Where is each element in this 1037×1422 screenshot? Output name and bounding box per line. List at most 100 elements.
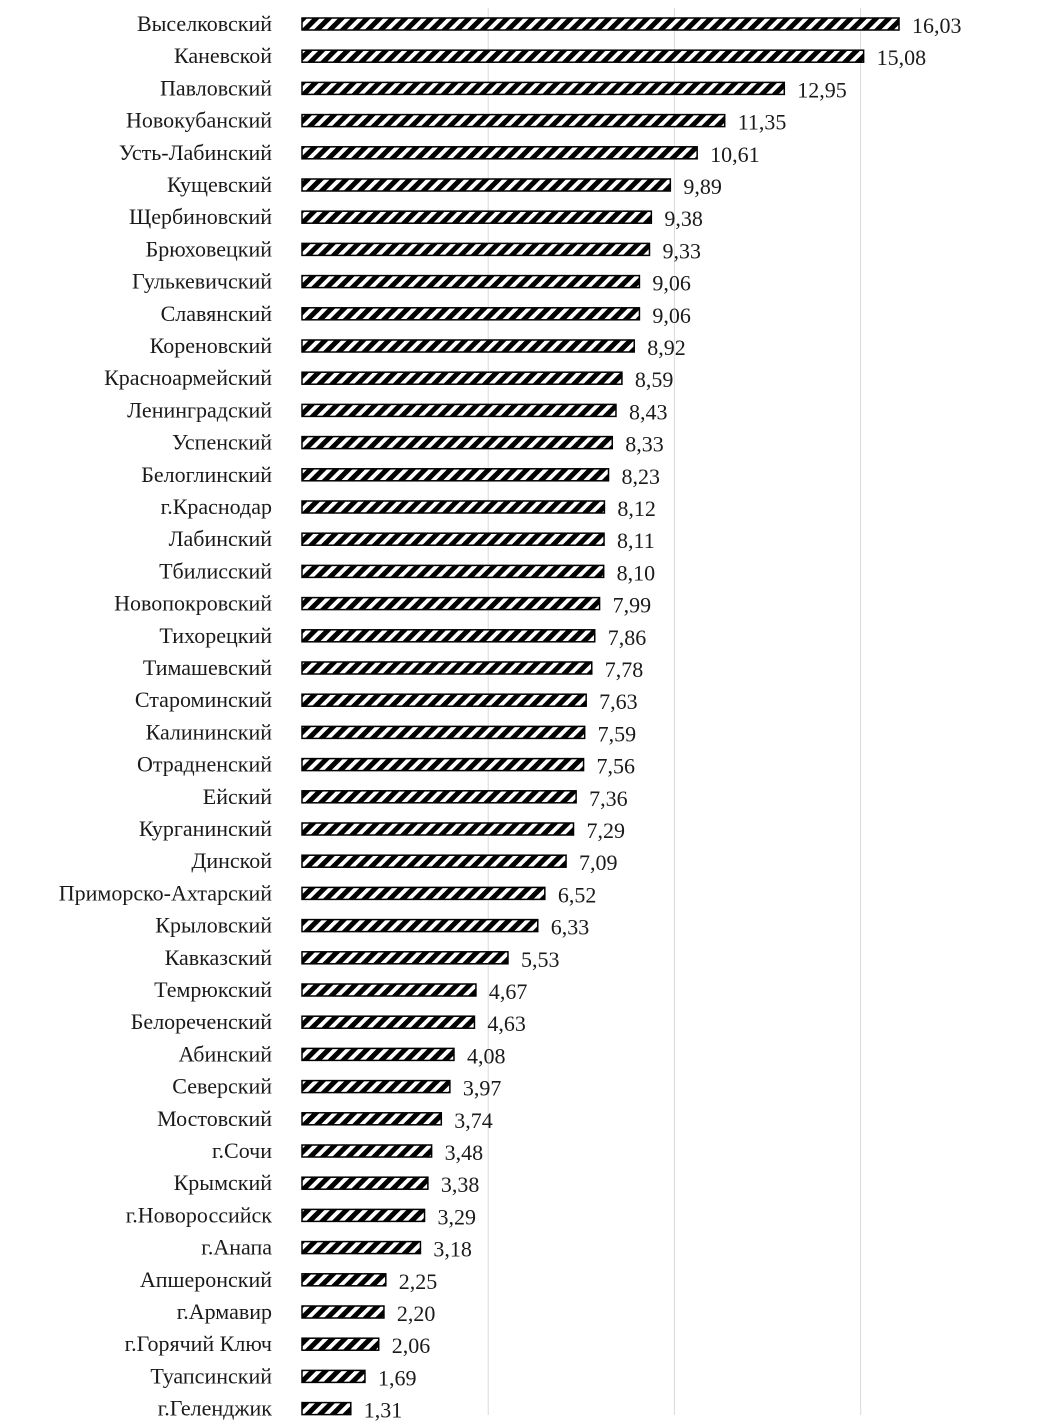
value-label: 3,38 (441, 1172, 480, 1197)
value-label: 8,59 (635, 367, 674, 392)
category-label: Лабинский (169, 526, 273, 551)
value-label: 7,56 (597, 754, 636, 779)
bar (302, 404, 616, 416)
bar (302, 1209, 425, 1221)
value-label: 7,29 (586, 818, 625, 843)
category-label: Темрюкский (154, 977, 272, 1002)
category-label: Кавказский (165, 945, 273, 970)
bar (302, 598, 600, 610)
bars (302, 18, 899, 1415)
bar (302, 340, 634, 352)
bar (302, 1306, 384, 1318)
bar (302, 372, 622, 384)
category-label: Кореновский (150, 333, 273, 358)
bar (302, 82, 784, 94)
category-label: г.Горячий Ключ (125, 1331, 272, 1356)
value-label: 8,23 (622, 464, 661, 489)
value-label: 3,48 (445, 1140, 484, 1165)
value-label: 4,08 (467, 1043, 506, 1068)
category-label: Приморско-Ахтарский (59, 880, 272, 905)
category-label: Калининский (146, 719, 273, 744)
bar (302, 1016, 474, 1028)
category-label: г.Новороссийск (126, 1202, 273, 1227)
category-label: Успенский (172, 430, 272, 455)
bar (302, 308, 639, 320)
category-label: Выселковский (137, 11, 272, 36)
category-labels: Выселковский Каневской Павловский Новокубан… (59, 11, 273, 1421)
value-label: 7,78 (605, 657, 644, 682)
category-label: г.Армавир (177, 1299, 272, 1324)
category-label: Павловский (160, 75, 272, 100)
value-label: 5,53 (521, 947, 560, 972)
bar (302, 1113, 441, 1125)
value-label: 3,97 (463, 1076, 502, 1101)
category-label: г.Сочи (212, 1138, 272, 1163)
value-label: 3,74 (454, 1108, 493, 1133)
bar (302, 630, 595, 642)
bar (302, 469, 609, 481)
bar (302, 243, 649, 255)
category-label: Динской (191, 848, 272, 873)
value-label: 4,63 (487, 1011, 526, 1036)
category-label: Туапсинский (150, 1363, 272, 1388)
bar (302, 855, 566, 867)
category-label: Славянский (161, 301, 273, 326)
value-label: 2,20 (397, 1301, 436, 1326)
bar (302, 276, 639, 288)
category-label: г.Геленджик (158, 1396, 273, 1421)
value-label: 8,11 (617, 528, 655, 553)
value-label: 9,33 (662, 238, 701, 263)
value-label: 7,63 (599, 689, 638, 714)
bar (302, 1048, 454, 1060)
value-label: 1,69 (378, 1365, 417, 1390)
value-label: 7,86 (608, 625, 647, 650)
value-label: 16,03 (912, 13, 962, 38)
category-label: г.Краснодар (161, 494, 272, 519)
bar (302, 791, 576, 803)
bar (302, 759, 584, 771)
value-label: 4,67 (489, 979, 528, 1004)
category-label: Отрадненский (137, 752, 272, 777)
bar (302, 1145, 432, 1157)
category-label: Белоглинский (141, 462, 272, 487)
value-label: 9,89 (683, 174, 722, 199)
bar (302, 1081, 450, 1093)
bar (302, 211, 651, 223)
bar (302, 533, 604, 545)
value-label: 8,43 (629, 399, 668, 424)
category-label: г.Анапа (201, 1235, 272, 1260)
bar (302, 437, 612, 449)
category-label: Ленинградский (127, 397, 272, 422)
value-label: 6,52 (558, 882, 597, 907)
value-label: 8,92 (647, 335, 686, 360)
bar (302, 1338, 379, 1350)
bar (302, 726, 585, 738)
category-label: Усть-Лабинский (119, 140, 272, 165)
bar (302, 984, 476, 996)
value-label: 10,61 (710, 142, 760, 167)
value-label: 7,09 (579, 850, 618, 875)
category-label: Щербиновский (129, 204, 272, 229)
category-label: Курганинский (139, 816, 272, 841)
category-label: Апшеронский (140, 1267, 272, 1292)
bar (302, 887, 545, 899)
value-label: 7,36 (589, 786, 628, 811)
value-label: 8,12 (617, 496, 656, 521)
category-label: Крыловский (155, 913, 272, 938)
bar (302, 952, 508, 964)
category-label: Тихорецкий (159, 623, 272, 648)
category-label: Староминский (135, 687, 272, 712)
category-label: Новокубанский (126, 108, 272, 133)
value-label: 6,33 (551, 915, 590, 940)
bar (302, 823, 573, 835)
bar (302, 565, 604, 577)
value-label: 11,35 (738, 110, 787, 135)
category-label: Кущевский (167, 172, 272, 197)
bar (302, 1242, 420, 1254)
bar (302, 920, 538, 932)
bar (302, 1177, 428, 1189)
bar (302, 115, 725, 127)
category-label: Ейский (203, 784, 272, 809)
